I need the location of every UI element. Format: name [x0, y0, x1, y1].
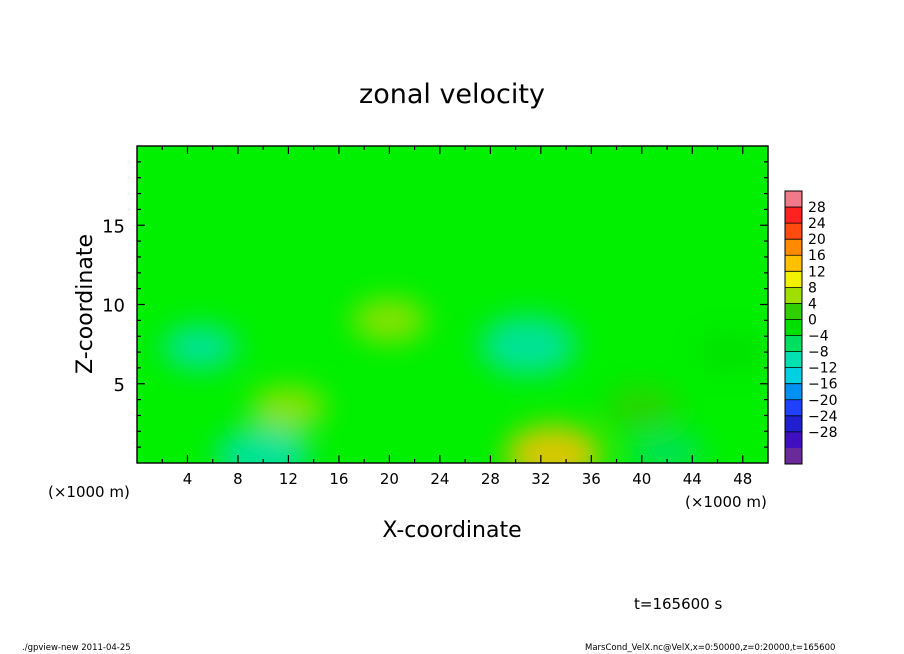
colorbar [784, 190, 803, 465]
colorbar-segment [785, 223, 802, 240]
colorbar-segment [785, 191, 802, 208]
colorbar-segment [785, 383, 802, 401]
colorbar-segment [785, 287, 802, 304]
y-tick-label: 10 [102, 296, 125, 317]
y-tick-label: 5 [114, 375, 125, 396]
time-annotation: t=165600 s [634, 595, 722, 613]
field-feature-4 [351, 298, 428, 343]
footer-left: ./gpview-new 2011-04-25 [22, 643, 131, 653]
colorbar-label: 16 [808, 248, 826, 264]
y-tick-label: 15 [102, 216, 125, 237]
field-feature-2 [215, 426, 312, 463]
colorbar-label: 20 [808, 232, 826, 248]
colorbar-segment [785, 255, 802, 272]
axis-ticks [137, 146, 768, 463]
footer-right: MarsCond_VelX.nc@VelX,x=0:50000,z=0:2000… [585, 643, 835, 653]
colorbar-segment [785, 335, 802, 352]
y-axis-label: Z-coordinate [73, 234, 98, 374]
chart-title: zonal velocity [359, 79, 545, 110]
x-tick-labels: 4 8 12 16 20 24 28 32 36 40 44 48 [183, 470, 753, 488]
colorbar-label: −20 [808, 393, 838, 409]
x-tick-label: 40 [632, 470, 651, 488]
colorbar-segment [785, 351, 802, 368]
field-feature-1 [480, 315, 577, 376]
colorbar-label: −24 [808, 409, 838, 425]
field-feature-7 [603, 385, 680, 430]
colorbar-label: 8 [808, 280, 817, 296]
field-feature-3 [629, 431, 706, 463]
x-tick-label: 36 [582, 470, 601, 488]
x-tick-label: 24 [430, 470, 449, 488]
colorbar-segment [785, 319, 802, 336]
x-tick-label: 8 [233, 470, 243, 488]
colorbar-label: −16 [808, 377, 838, 393]
colorbar-label: 12 [808, 264, 826, 280]
x-tick-label: 20 [380, 470, 399, 488]
field-feature-5 [505, 425, 602, 463]
colorbar-label: −28 [808, 425, 838, 441]
x-tick-label: 44 [683, 470, 702, 488]
x-tick-label: 48 [733, 470, 752, 488]
field-feature-6 [250, 385, 327, 430]
colorbar-segment [785, 207, 802, 224]
x-tick-label: 12 [279, 470, 298, 488]
colorbar-label: 28 [808, 200, 826, 216]
colorbar-label: −12 [808, 361, 838, 377]
x-tick-label: 16 [329, 470, 348, 488]
colorbar-segment [785, 431, 802, 449]
colorbar-segment [785, 447, 802, 465]
y-tick-labels: 5 10 15 [102, 216, 125, 396]
x-unit-label-right: (×1000 m) [685, 493, 767, 511]
colorbar-segment [785, 271, 802, 288]
x-tick-label: 28 [481, 470, 500, 488]
x-tick-label: 32 [531, 470, 550, 488]
colorbar-frame [784, 190, 803, 465]
x-axis-label: X-coordinate [382, 518, 521, 543]
colorbar-label: 24 [808, 216, 826, 232]
x-unit-label-left: (×1000 m) [48, 483, 130, 501]
colorbar-label: −4 [808, 329, 829, 345]
field-feature-0 [162, 325, 239, 370]
colorbar-label: 4 [808, 296, 817, 312]
colorbar-segment [785, 239, 802, 256]
colorbar-label: 0 [808, 312, 817, 328]
colorbar-segment [785, 399, 802, 417]
plot-area [137, 146, 768, 463]
colorbar-label: −8 [808, 345, 829, 361]
colorbar-segment [785, 415, 802, 433]
field-feature-8 [692, 330, 768, 375]
colorbar-segment [785, 303, 802, 320]
x-tick-label: 4 [183, 470, 193, 488]
colorbar-segment [785, 367, 802, 385]
